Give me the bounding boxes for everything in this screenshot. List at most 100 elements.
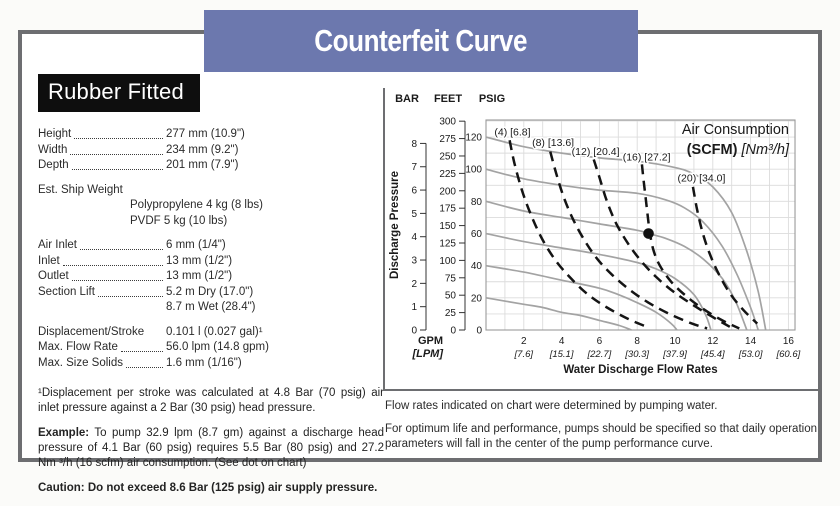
x-tick-lpm: [30.3] [624,349,649,360]
spec-row: Outlet 13 mm (1/2") [38,269,384,285]
air-curve-12scfm [592,159,731,328]
spec-label-area: Width [38,143,166,159]
tick-label: 300 [439,117,456,128]
legend-line2: (SCFM) [Nm³/h] [687,142,790,158]
air-curve-20scfm [691,186,759,325]
x-tick-gpm: 10 [669,336,681,347]
example-text: To pump 32.9 lpm (8.7 gm) against a disc… [38,427,384,469]
example-prefix: Example: [38,427,90,439]
tick-label: 6 [411,186,417,197]
dot-leader [62,254,163,266]
spec-row: Displacement/Stroke 0.101 l (0.027 gal)¹ [38,325,384,341]
horizontal-divider [383,389,818,391]
spec-text: Polypropylene 4 kg (8 lbs) [130,199,263,211]
spec-value: 234 mm (9.2") [166,143,239,156]
tick-label: 250 [439,151,456,162]
spec-label: Max. Flow Rate [38,341,118,353]
tick-label: 60 [471,229,483,240]
x-tick-lpm: [45.4] [700,349,725,360]
x-tick-lpm: [22.7] [587,349,612,360]
spec-label-area: Max. Size Solids [38,356,166,372]
tick-label: 125 [439,238,456,249]
tick-label: 150 [439,221,456,232]
spec-label: Outlet [38,270,69,282]
tick-label: 100 [439,256,456,267]
spec-value: 56.0 lpm (14.8 gpm) [166,341,269,353]
water-curve-80psig [485,200,748,331]
tick-label: 0 [476,326,482,337]
spec-row: Polypropylene 4 kg (8 lbs) [38,198,384,214]
spec-label-area: Displacement/Stroke [38,325,166,341]
air-curve-label: (8) [13.6] [532,137,574,149]
spec-label: Depth [38,159,69,171]
x-tick-gpm: 4 [559,336,565,347]
x-tick-gpm: 6 [597,336,603,347]
spec-value: 0.101 l (0.027 gal)¹ [166,325,263,338]
tick-label: 0 [450,326,456,337]
dot-leader [126,356,163,368]
footnote: ¹Displacement per stroke was calculated … [38,387,384,414]
scale-feet: FEET 0 25 50 75 100 125 150 175 200 225 250 275 300 [434,93,466,337]
y-axis-title: Discharge Pressure [389,171,401,279]
tick-label: 5 [411,209,417,220]
tick-label: 225 [439,169,456,180]
spec-value: 13 mm (1/2") [166,270,233,282]
spec-label-area: Outlet [38,269,166,285]
tick-label: 175 [439,204,456,215]
x-tick-gpm: 16 [783,336,795,347]
air-consumption-legend: Air Consumption (SCFM) [Nm³/h] [682,122,790,158]
spec-value: 201 mm (7.9") [166,159,239,171]
air-curve-label: (4) [6.8] [494,127,530,139]
tick-label: 200 [439,186,456,197]
spec-label-area: Depth [38,158,166,174]
spec-column: Rubber Fitted Height 277 mm (10.9") Width 2… [38,74,384,506]
spec-value: 6 mm (1/4") [166,239,226,251]
dot-leader [71,158,163,170]
spec-label: Air Inlet [38,239,77,251]
water-curve-20psig [485,297,632,331]
tick-label: 50 [445,291,457,302]
x-tick-lpm: [7.6] [514,349,534,360]
x-tick-lpm: [37.9] [662,349,687,360]
x-tick-lpm: [53.0] [738,349,763,360]
tick-label: 100 [465,165,482,176]
tick-label: 0 [411,326,417,337]
air-curve-label: (12) [20.4] [572,146,620,158]
example-paragraph: Example: To pump 32.9 lpm (8.7 gm) again… [38,426,384,471]
x-tick-gpm: 2 [521,336,527,347]
water-curve-60psig [485,232,712,331]
x-tick-gpm: 8 [634,336,640,347]
spec-text: PVDF 5 kg (10 lbs) [130,214,228,227]
performance-chart-svg: (4) [6.8](8) [13.6](12) [20.4] (16) [27.2… [389,93,801,376]
spec-label: Height [38,128,72,140]
footer-notes: Flow rates indicated on chart were deter… [385,399,817,460]
dot-leader [97,285,163,297]
tick-label: 275 [439,134,456,145]
tick-label: 120 [465,133,482,144]
dot-leader [120,340,163,352]
dot-leader [80,238,163,250]
spec-label-area: Inlet [38,254,166,270]
scale-bar: BAR 0 1 2 3 4 5 6 7 8 [395,93,427,337]
tick-label: 3 [411,256,417,267]
spec-label: Width [38,143,68,156]
tick-label: 75 [445,273,457,284]
product-label: Rubber Fitted [38,74,200,112]
spec-row: Max. Size Solids 1.6 mm (1/16") [38,356,384,372]
spec-value: 5.2 m Dry (17.0") [166,285,254,298]
spec-value: 8.7 m Wet (28.4") [166,301,256,313]
spec-value: 277 mm (10.9") [166,128,245,140]
spec-text: Est. Ship Weight [38,183,123,196]
spec-row: Inlet 13 mm (1/2") [38,254,384,270]
scale-header-feet: FEET [434,93,462,105]
x-unit-gpm: GPM [418,335,443,347]
dot-leader [74,127,163,139]
tick-label: 20 [471,293,483,304]
spec-label-area: Section Lift [38,285,166,301]
spec-row: 8.7 m Wet (28.4") [38,300,384,316]
tick-label: 1 [411,302,417,313]
spec-value: 1.6 mm (1/16") [166,356,242,369]
spec-row: Width 234 mm (9.2") [38,143,384,159]
tick-label: 8 [411,139,417,150]
vertical-divider [383,88,385,391]
